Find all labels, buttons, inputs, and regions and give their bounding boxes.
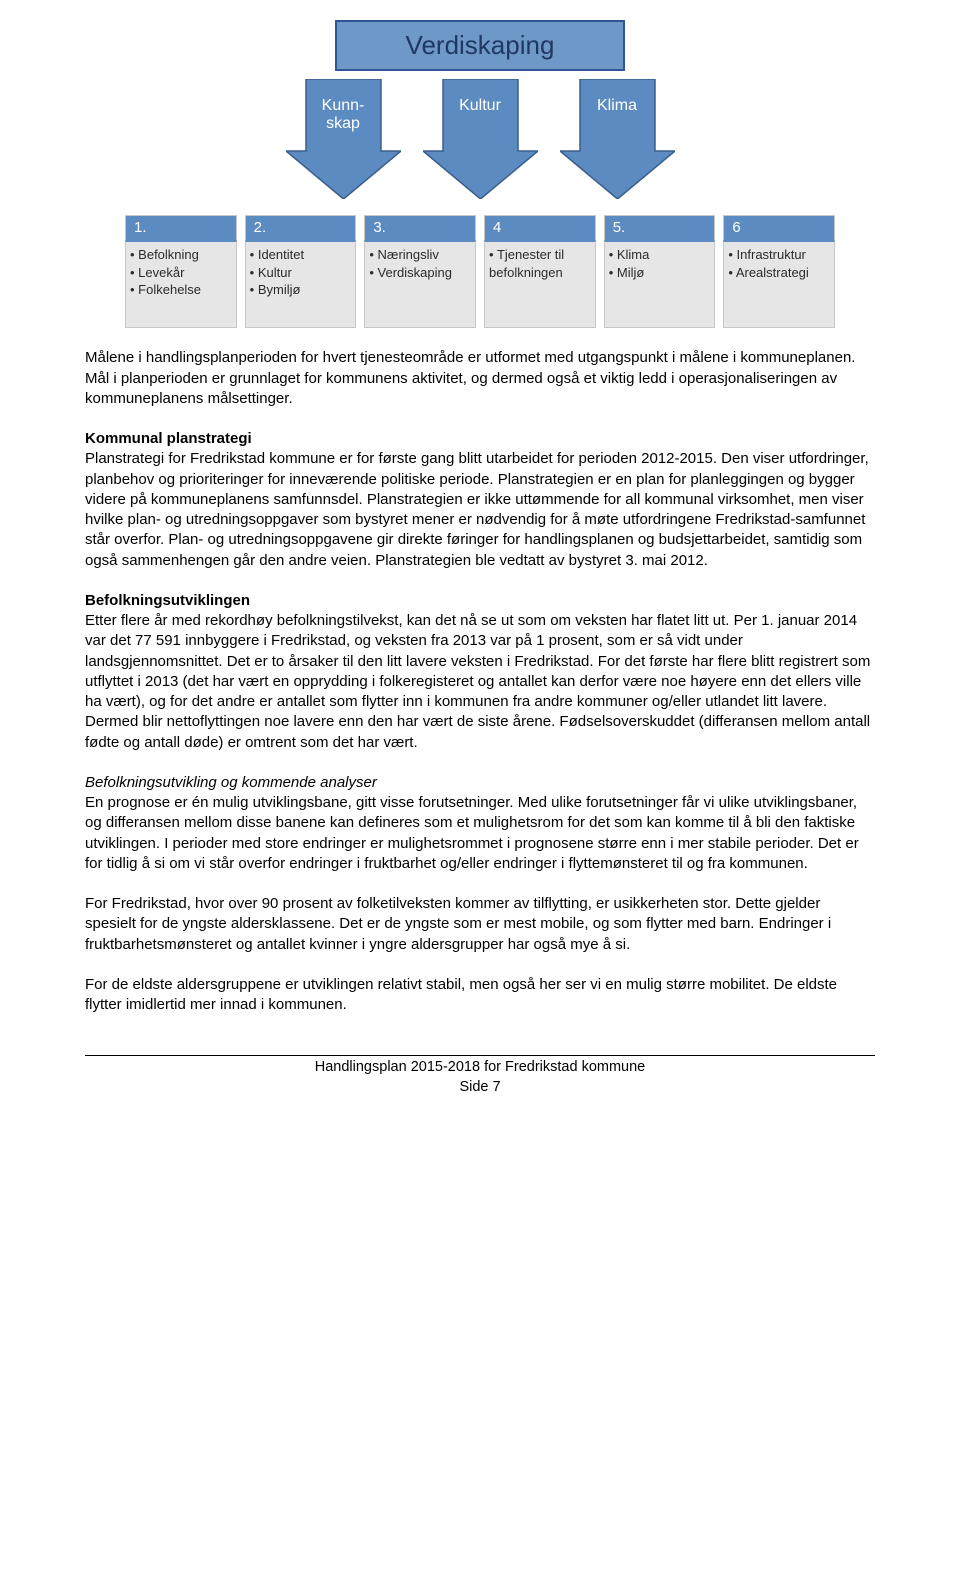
kommunal-heading: Kommunal planstrategi	[85, 429, 875, 449]
column-item: Folkehelse	[130, 281, 234, 299]
arrow-label: Kultur	[423, 97, 538, 115]
columns-row: 1.BefolkningLevekårFolkehelse2.Identitet…	[125, 215, 835, 328]
column-item: Miljø	[609, 264, 713, 282]
intro-paragraph: Målene i handlingsplanperioden for hvert…	[85, 348, 875, 409]
kommunal-body: Planstrategi for Fredrikstad kommune er …	[85, 449, 875, 571]
befolkning-heading: Befolkningsutviklingen	[85, 591, 875, 611]
column-item: Verdiskaping	[369, 264, 473, 282]
sub-body: En prognose er én mulig utviklingsbane, …	[85, 793, 875, 874]
arrow-2: Klima	[560, 79, 675, 199]
paragraph-fredrikstad: For Fredrikstad, hvor over 90 prosent av…	[85, 894, 875, 955]
top-box-label: Verdiskaping	[406, 30, 555, 60]
footer-line2: Side 7	[85, 1078, 875, 1098]
footer-line1: Handlingsplan 2015-2018 for Fredrikstad …	[85, 1058, 875, 1078]
column-5: 6InfrastrukturArealstrategi	[723, 215, 835, 328]
column-2: 3.NæringslivVerdiskaping	[364, 215, 476, 328]
arrow-label: Kunn-skap	[286, 97, 401, 132]
arrow-1: Kultur	[423, 79, 538, 199]
strategy-diagram: Verdiskaping Kunn-skapKulturKlima 1.Befo…	[125, 20, 835, 328]
diagram-top-box: Verdiskaping	[335, 20, 625, 71]
arrows-row: Kunn-skap Kultur Klima	[125, 79, 835, 199]
column-head: 6	[723, 215, 835, 240]
column-0: 1.BefolkningLevekårFolkehelse	[125, 215, 237, 328]
column-body: NæringslivVerdiskaping	[364, 240, 476, 328]
column-item: Identitet	[250, 246, 354, 264]
column-body: Tjenester til befolkningen	[484, 240, 596, 328]
column-head: 4	[484, 215, 596, 240]
column-item: Klima	[609, 246, 713, 264]
column-item: Befolkning	[130, 246, 234, 264]
column-item: Levekår	[130, 264, 234, 282]
column-item: Bymiljø	[250, 281, 354, 299]
column-body: KlimaMiljø	[604, 240, 716, 328]
column-item: Tjenester til befolkningen	[489, 246, 593, 281]
column-3: 4 Tjenester til befolkningen	[484, 215, 596, 328]
column-body: BefolkningLevekårFolkehelse	[125, 240, 237, 328]
column-4: 5.KlimaMiljø	[604, 215, 716, 328]
column-1: 2.IdentitetKulturBymiljø	[245, 215, 357, 328]
column-item: Infrastruktur	[728, 246, 832, 264]
arrow-0: Kunn-skap	[286, 79, 401, 199]
column-item: Arealstrategi	[728, 264, 832, 282]
column-body: InfrastrukturArealstrategi	[723, 240, 835, 328]
column-item: Kultur	[250, 264, 354, 282]
column-item: Næringsliv	[369, 246, 473, 264]
column-head: 1.	[125, 215, 237, 240]
paragraph-eldste: For de eldste aldersgruppene er utviklin…	[85, 975, 875, 1016]
column-head: 2.	[245, 215, 357, 240]
column-head: 3.	[364, 215, 476, 240]
befolkning-body: Etter flere år med rekordhøy befolknings…	[85, 611, 875, 753]
column-body: IdentitetKulturBymiljø	[245, 240, 357, 328]
arrow-label: Klima	[560, 97, 675, 115]
page-footer: Handlingsplan 2015-2018 for Fredrikstad …	[85, 1055, 875, 1097]
sub-heading: Befolkningsutvikling og kommende analyse…	[85, 773, 875, 793]
column-head: 5.	[604, 215, 716, 240]
